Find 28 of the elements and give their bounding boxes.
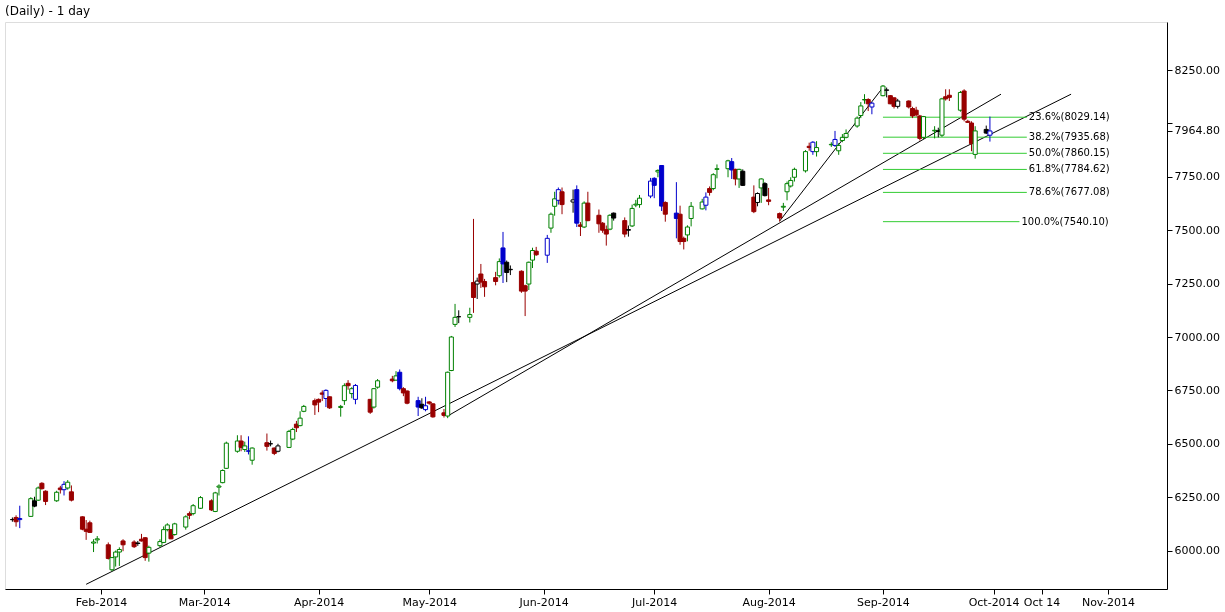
y-tick-label: 7964.80 bbox=[1174, 124, 1220, 138]
x-tick-label: Oct-2014 bbox=[968, 595, 1020, 609]
y-tick-label: 6500.00 bbox=[1174, 437, 1220, 451]
y-tick-label: 7500.00 bbox=[1174, 223, 1220, 237]
y-tick-label: 6750.00 bbox=[1174, 383, 1220, 397]
y-tick-label: 6250.00 bbox=[1174, 490, 1220, 504]
x-tick-label: Oct 14 bbox=[1023, 595, 1061, 609]
x-tick-label: Jul-2014 bbox=[631, 595, 678, 609]
x-tick-label: Nov-2014 bbox=[1081, 595, 1136, 609]
annotation: 23.6%(8029.14) bbox=[1028, 111, 1110, 123]
y-tick-label: 6000.00 bbox=[1174, 544, 1220, 558]
annotation: 100.0%(7540.10) bbox=[1021, 215, 1109, 227]
y-tick-label: 8250.00 bbox=[1174, 63, 1220, 77]
x-tick-label: Jun-2014 bbox=[518, 595, 569, 609]
x-tick-label: Mar-2014 bbox=[178, 595, 231, 609]
x-tick-label: May-2014 bbox=[402, 595, 457, 609]
annotation: 50.0%(7860.15) bbox=[1028, 147, 1110, 159]
annotation: 38.2%(7935.68) bbox=[1028, 131, 1110, 143]
y-tick-label: 7250.00 bbox=[1174, 277, 1220, 291]
y-tick-label: 7000.00 bbox=[1174, 330, 1220, 344]
x-tick-label: Sep-2014 bbox=[857, 595, 910, 609]
x-tick-label: Aug-2014 bbox=[742, 595, 796, 609]
x-tick-label: Apr-2014 bbox=[293, 595, 345, 609]
chart-title: (Daily) - 1 day bbox=[5, 4, 91, 18]
y-tick-label: 7750.00 bbox=[1174, 170, 1220, 184]
annotation: 78.6%(7677.08) bbox=[1028, 186, 1110, 198]
annotation: 61.8%(7784.62) bbox=[1028, 163, 1110, 175]
x-tick-label: Feb-2014 bbox=[75, 595, 128, 609]
